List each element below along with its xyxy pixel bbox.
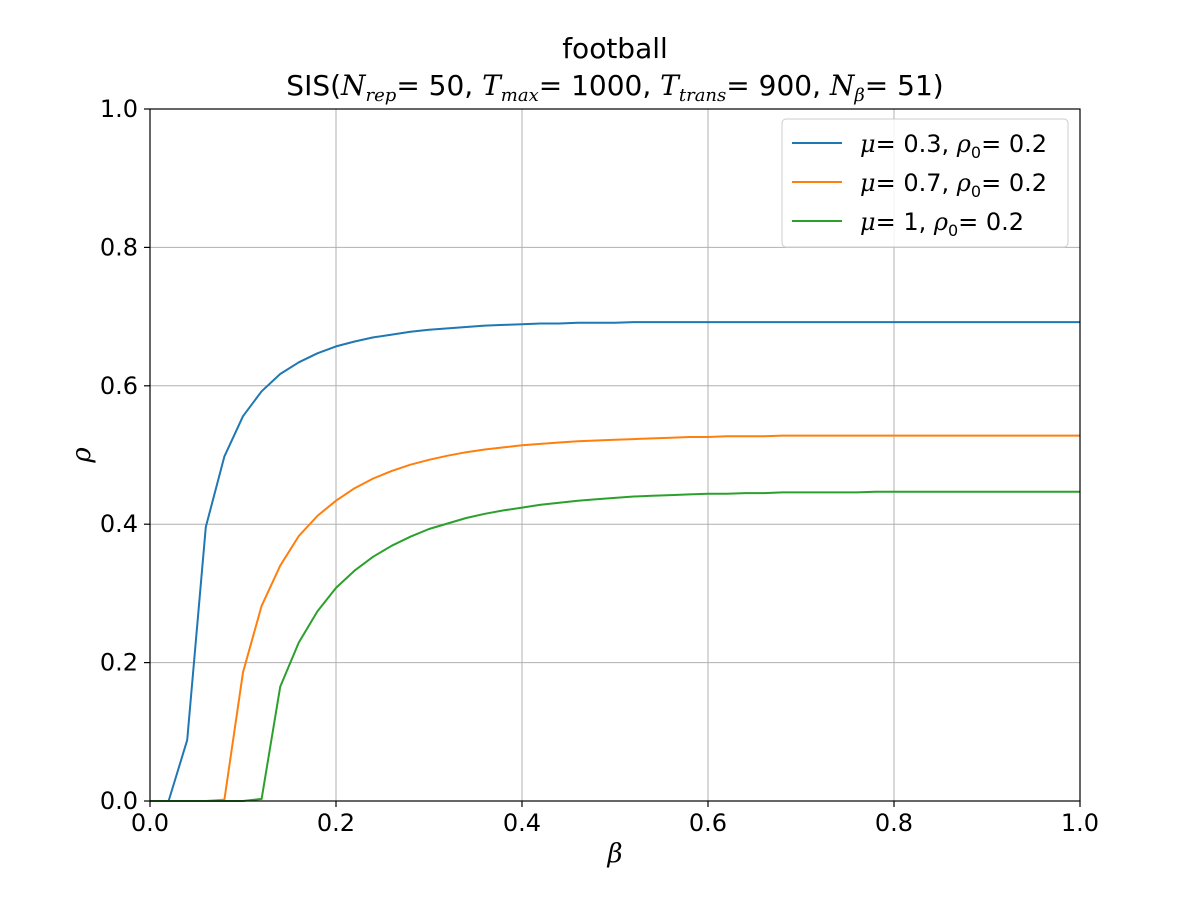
y-tick-label: 0.4 [100, 510, 138, 538]
x-tick-label: 1.0 [1061, 809, 1099, 837]
y-tick-label: 1.0 [100, 95, 138, 123]
chart-title: football [562, 32, 668, 65]
y-tick-label: 0.0 [100, 787, 138, 815]
chart-subtitle: SIS(Nrep= 50, Tmax= 1000, Ttrans= 900, N… [286, 69, 943, 106]
y-axis-label: ρ [67, 447, 97, 464]
y-tick-label: 0.8 [100, 233, 138, 261]
x-tick-label: 0.2 [317, 809, 355, 837]
legend-label-2: μ= 0.7, ρ0= 0.2 [860, 169, 1047, 201]
legend-box [781, 118, 1069, 248]
legend-label-1: μ= 0.3, ρ0= 0.2 [860, 130, 1047, 162]
y-tick-label: 0.2 [100, 649, 138, 677]
series-line-1 [150, 321, 1080, 802]
x-tick-label: 0.0 [131, 809, 169, 837]
axis-ticks: 0.0 0.2 0.4 0.6 0.8 1.0 0.0 0.2 0.4 0.6 0.8 1.0 [100, 95, 1099, 837]
plot-frame [149, 108, 1081, 802]
y-tick-label: 0.6 [100, 372, 138, 400]
legend: μ= 0.3, ρ0= 0.2 μ= 0.7, ρ0= 0.2 μ= 1, ρ0= … [781, 118, 1069, 248]
x-tick-label: 0.4 [503, 809, 541, 837]
x-tick-label: 0.6 [689, 809, 727, 837]
legend-label-3: μ= 1, ρ0= 0.2 [860, 208, 1024, 240]
series-line-2 [150, 434, 1080, 802]
x-axis-label: β [606, 839, 622, 869]
x-tick-label: 0.8 [875, 809, 913, 837]
series-group [150, 321, 1080, 802]
series-line-3 [150, 490, 1080, 802]
